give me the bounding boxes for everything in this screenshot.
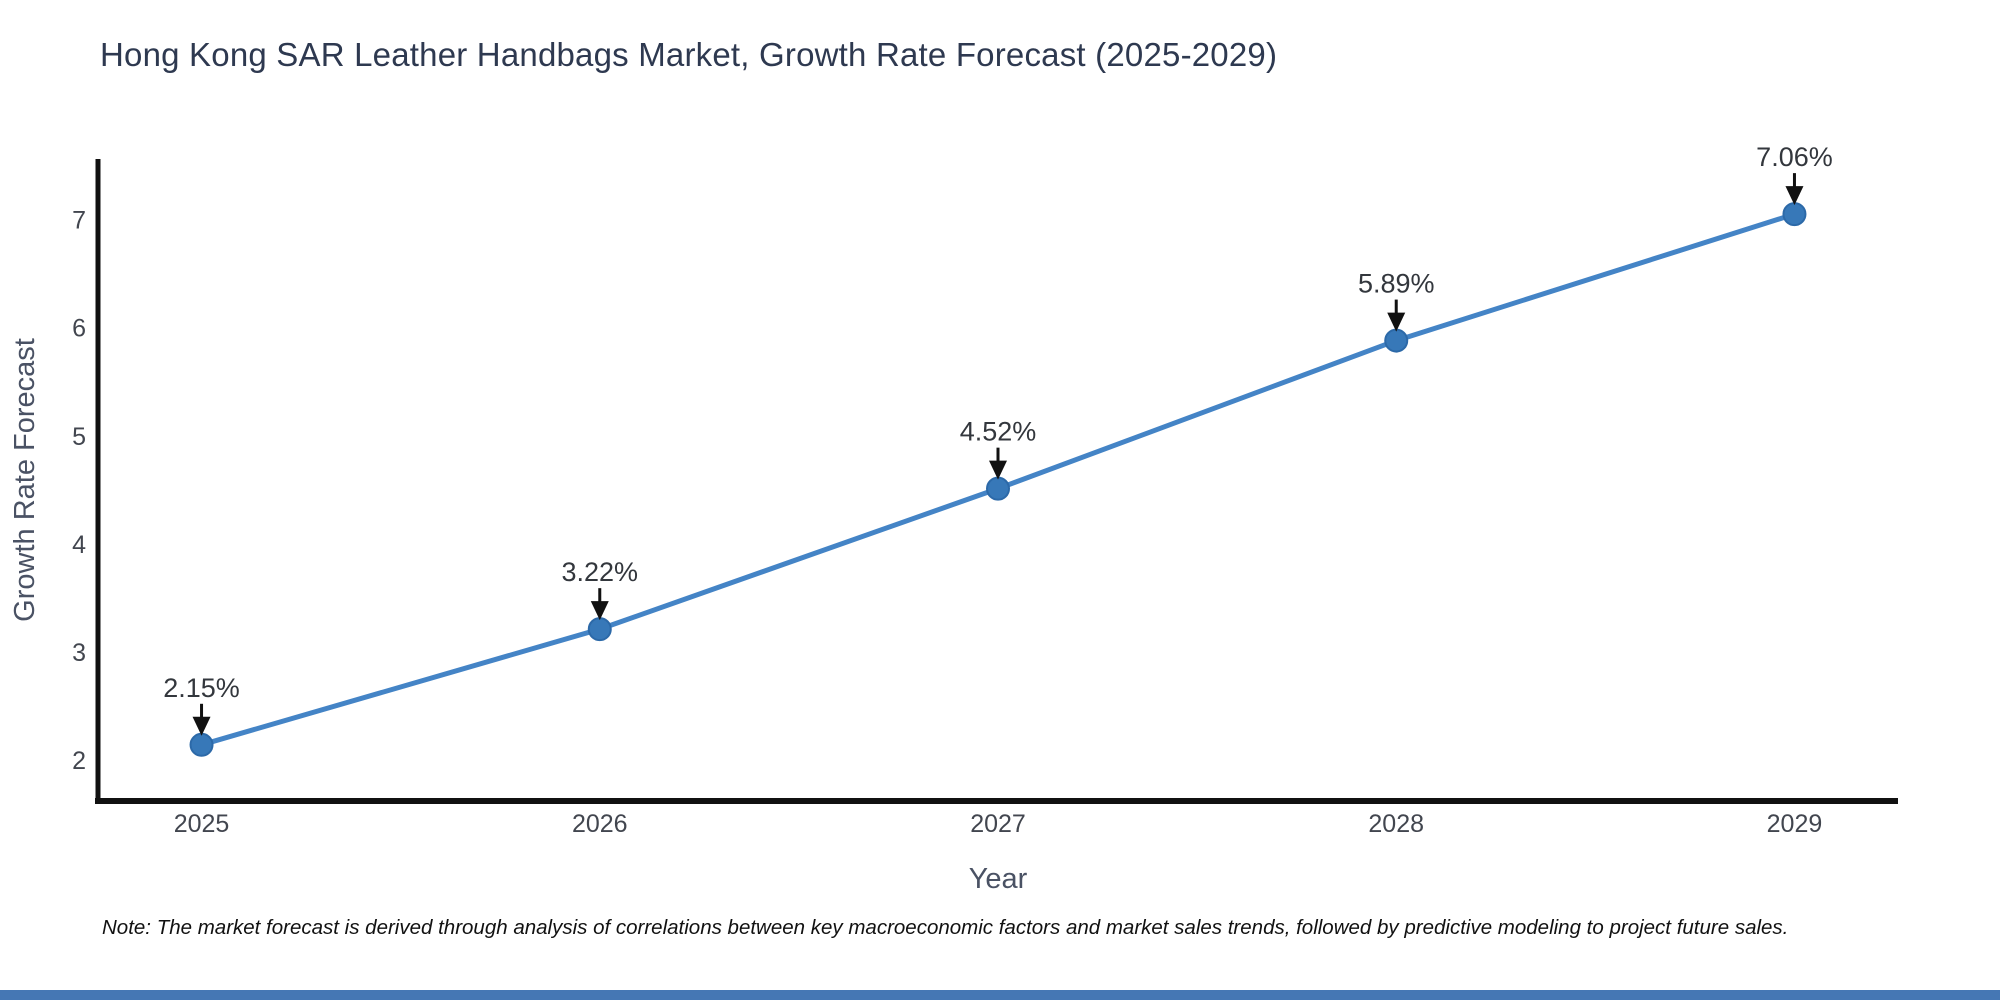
data-point-label: 7.06% <box>1756 142 1833 172</box>
annotation-arrowhead <box>192 716 211 736</box>
data-point-label: 5.89% <box>1358 269 1435 299</box>
annotation-arrowhead <box>590 601 609 621</box>
data-point-marker <box>1782 202 1807 227</box>
data-point-label: 4.52% <box>960 417 1037 447</box>
x-tick-label: 2025 <box>174 810 230 838</box>
x-tick-label: 2026 <box>572 810 628 838</box>
y-tick-label: 5 <box>72 423 86 451</box>
data-point-label: 3.22% <box>561 557 638 587</box>
y-tick-label: 7 <box>72 207 86 235</box>
x-tick-label: 2029 <box>1767 810 1823 838</box>
annotation-arrowhead <box>989 460 1007 480</box>
data-point-marker <box>1384 328 1409 353</box>
data-point-marker <box>189 732 214 757</box>
x-tick-label: 2028 <box>1368 810 1424 838</box>
y-tick-label: 6 <box>72 315 86 343</box>
y-tick-label: 4 <box>72 531 86 559</box>
y-axis-title: Growth Rate Forecast <box>9 338 41 622</box>
y-tick-label: 3 <box>72 639 86 667</box>
y-tick-label: 2 <box>72 747 86 775</box>
footnote: Note: The market forecast is derived thr… <box>102 916 1789 939</box>
annotation-arrowhead <box>1785 186 1804 206</box>
data-point-marker <box>587 617 612 642</box>
x-axis-title: Year <box>969 863 1028 895</box>
chart-title: Hong Kong SAR Leather Handbags Market, G… <box>100 36 1278 73</box>
footer-accent-bar <box>0 990 2000 1000</box>
annotation-arrowhead <box>1387 312 1406 332</box>
data-point-marker <box>986 476 1010 501</box>
data-point-label: 2.15% <box>163 673 240 703</box>
x-tick-label: 2027 <box>970 810 1026 838</box>
